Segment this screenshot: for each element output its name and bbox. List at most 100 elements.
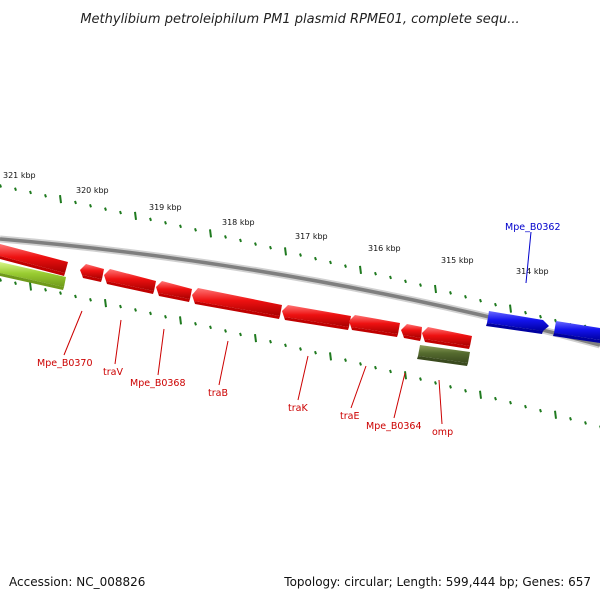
minor-tick [14,187,17,192]
accession-text: Accession: NC_008826 [9,575,145,589]
feature-bar-lightgreen[interactable] [0,262,66,290]
minor-tick [584,421,587,425]
gene-label-Mpe_B0364[interactable]: Mpe_B0364 [366,421,422,432]
minor-tick [284,343,287,348]
minor-tick [119,210,122,215]
leader-line-traB [218,340,229,386]
major-tick [554,410,557,419]
scale-label-319kbp: 319 kbp [149,203,182,212]
gene-label-omp[interactable]: omp [432,427,453,438]
minor-tick [554,318,557,323]
scale-label-318kbp: 318 kbp [222,218,255,227]
minor-tick [269,339,272,344]
major-tick [254,333,257,343]
minor-tick [524,310,527,315]
gene-arrow-omp-small[interactable] [401,324,422,341]
minor-tick [89,297,92,302]
minor-tick [344,358,347,362]
major-tick [434,284,437,294]
minor-tick [344,264,347,268]
minor-tick [374,271,377,276]
gene-arrow-traE[interactable] [282,305,351,330]
minor-tick [419,283,422,287]
minor-tick [419,377,422,381]
minor-tick [524,404,527,409]
minor-tick [59,291,62,295]
minor-tick [464,388,467,393]
minor-tick [449,385,452,389]
minor-tick [494,302,497,307]
minor-tick [569,416,572,421]
label-leader-lines [63,231,532,425]
major-tick [104,299,107,308]
minor-tick [269,245,272,250]
minor-tick [104,207,107,211]
major-tick [359,265,362,275]
major-tick [284,247,287,256]
gene-label-Mpe_B0368[interactable]: Mpe_B0368 [130,378,186,389]
map-title: Methylibium petroleiphilum PM1 plasmid R… [80,12,519,27]
gene-arrow-traB[interactable] [156,281,192,302]
minor-tick [239,332,242,337]
major-tick [209,229,212,238]
major-tick [134,211,137,221]
gene-features [0,244,600,366]
minor-tick [149,217,152,222]
leader-line-traK [297,355,309,401]
minor-tick [179,224,182,229]
minor-tick [314,350,317,355]
major-tick [59,194,62,204]
minor-tick [0,184,2,188]
gene-arrow-Mpe_B0370[interactable] [0,244,68,276]
gene-arrow-Mpe_B0368[interactable] [104,269,156,294]
gene-label-traB[interactable]: traB [208,388,228,399]
minor-tick [194,322,197,326]
minor-tick [539,314,542,319]
leader-line-Mpe_B0362 [525,231,532,284]
feature-bar-darkgreen[interactable] [417,345,470,366]
scale-label-320kbp: 320 kbp [76,186,109,195]
major-tick [329,352,332,361]
gene-arrow-blue-2[interactable] [553,321,600,343]
minor-tick [44,193,47,198]
minor-tick [404,279,407,284]
scale-label-316kbp: 316 kbp [368,244,401,253]
scale-label-315kbp: 315 kbp [441,256,474,265]
scale-ticks-inner [0,278,600,429]
gene-label-traV[interactable]: traV [103,367,123,378]
leader-line-Mpe_B0370 [63,310,83,356]
gene-arrow-Mpe_B0364[interactable] [349,315,400,337]
minor-tick [254,242,257,246]
minor-tick [29,190,32,195]
minor-tick [224,329,227,333]
minor-tick [224,235,227,239]
minor-tick [509,400,512,405]
gene-label-Mpe_B0370[interactable]: Mpe_B0370 [37,358,93,369]
gene-label-Mpe_B0362[interactable]: Mpe_B0362 [505,222,561,233]
minor-tick [119,304,122,309]
minor-tick [74,200,77,205]
minor-tick [329,260,332,265]
minor-tick [134,308,137,312]
scale-label-317kbp: 317 kbp [295,232,328,241]
gene-label-traE[interactable]: traE [340,411,359,422]
minor-tick [389,369,392,374]
gene-arrow-traV[interactable] [80,264,104,282]
minor-tick [14,281,17,286]
scale-labels: 321 kbp 320 kbp 319 kbp 318 kbp 317 kbp … [3,171,549,276]
major-tick [509,304,512,313]
leader-line-omp [438,379,443,425]
gene-arrow-Mpe_B0362[interactable] [486,311,549,334]
leader-line-Mpe_B0368 [157,328,165,376]
leader-line-traE [350,365,367,409]
minor-tick [299,253,302,257]
leader-line-Mpe_B0364 [393,372,406,419]
gene-label-traK[interactable]: traK [288,403,308,414]
gene-arrow-omp[interactable] [422,327,472,349]
major-tick [179,316,182,325]
minor-tick [434,381,437,385]
minor-tick [374,365,377,370]
gene-arrow-traK[interactable] [192,288,282,319]
scale-label-314kbp: 314 kbp [516,267,549,276]
